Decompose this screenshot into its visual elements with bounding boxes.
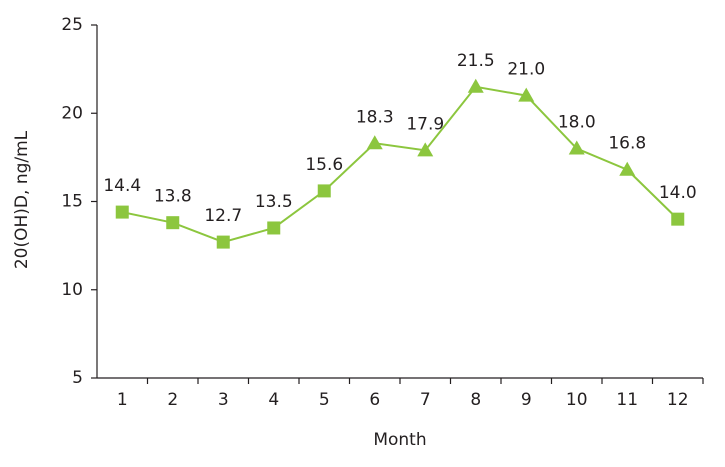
x-tick-label: 6	[369, 390, 380, 410]
marker	[417, 142, 434, 157]
value-label: 13.8	[154, 187, 192, 207]
marker	[317, 184, 331, 198]
x-tick-label: 8	[470, 390, 481, 410]
marker	[518, 87, 535, 102]
marker	[568, 140, 585, 155]
x-tick-label: 10	[566, 390, 588, 410]
value-label: 18.3	[356, 107, 394, 127]
y-axis-label: 20(OH)D, ng/mL	[12, 130, 32, 269]
x-tick-label: 7	[420, 390, 431, 410]
marker	[619, 161, 636, 176]
x-tick-label: 3	[218, 390, 229, 410]
marker	[115, 205, 129, 219]
value-label: 21.5	[457, 51, 495, 71]
x-tick-label: 12	[667, 390, 689, 410]
y-tick-label: 15	[61, 192, 83, 212]
x-tick-label: 4	[268, 390, 279, 410]
value-label: 14.0	[659, 183, 697, 203]
series-line	[122, 85, 679, 244]
x-axis-label: Month	[373, 430, 426, 450]
value-label: 13.5	[255, 192, 293, 212]
value-label: 18.0	[558, 113, 596, 133]
value-label: 16.8	[608, 134, 646, 154]
x-tick-label: 2	[167, 390, 178, 410]
x-tick-label: 11	[616, 390, 638, 410]
y-tick-label: 5	[72, 368, 83, 388]
value-label: 15.6	[305, 155, 343, 175]
marker	[671, 212, 685, 226]
marker	[467, 78, 484, 93]
value-label: 17.9	[406, 114, 444, 134]
x-tick-label: 9	[521, 390, 532, 410]
x-tick-label: 5	[319, 390, 330, 410]
marker	[216, 235, 230, 249]
marker	[366, 135, 383, 150]
x-tick-label: 1	[117, 390, 128, 410]
y-tick-label: 25	[61, 15, 83, 35]
marker	[166, 216, 180, 230]
value-label: 14.4	[103, 176, 141, 196]
y-tick-label: 10	[61, 280, 83, 300]
y-tick-label: 20	[61, 103, 83, 123]
value-label: 21.0	[507, 60, 545, 80]
marker	[267, 221, 281, 235]
value-label: 12.7	[204, 206, 242, 226]
